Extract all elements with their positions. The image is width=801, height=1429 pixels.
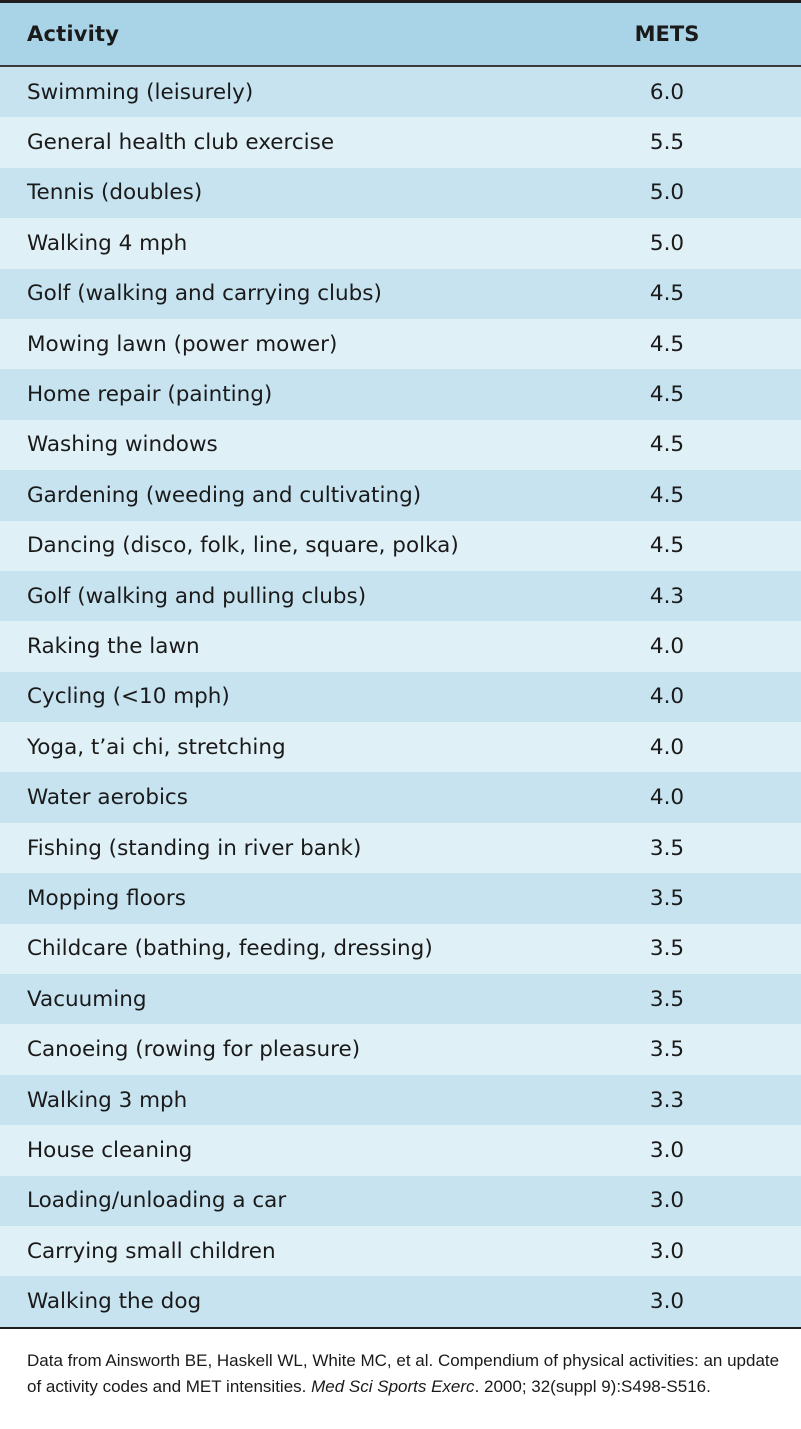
mets-cell: 3.5 xyxy=(649,1037,685,1063)
table-body: Swimming (leisurely) 6.0 General health cl… xyxy=(0,67,801,1327)
table-row: Walking 3 mph 3.3 xyxy=(0,1074,801,1126)
table-row: Vacuuming 3.5 xyxy=(0,974,801,1025)
table-row: Golf (walking and carrying clubs) 4.5 xyxy=(0,268,801,319)
activity-cell: Raking the lawn xyxy=(27,633,200,659)
activity-cell: Mowing lawn (power mower) xyxy=(27,331,338,357)
activity-cell: General health club exercise xyxy=(27,130,335,156)
table-row: Walking 4 mph 5.0 xyxy=(0,218,801,269)
mets-cell: 3.0 xyxy=(649,1188,685,1214)
mets-cell: 3.0 xyxy=(649,1238,685,1264)
activity-cell: Walking 3 mph xyxy=(27,1087,188,1113)
activity-cell: Swimming (leisurely) xyxy=(27,79,254,105)
activity-cell: Water aerobics xyxy=(27,785,188,811)
activity-cell: Walking 4 mph xyxy=(27,230,188,256)
activity-cell: Canoeing (rowing for pleasure) xyxy=(27,1037,361,1063)
mets-cell: 4.0 xyxy=(649,633,685,659)
mets-cell: 4.5 xyxy=(649,331,685,357)
header-activity: Activity xyxy=(27,22,120,46)
mets-cell: 5.0 xyxy=(649,180,685,206)
header-mets: METS xyxy=(634,22,700,46)
mets-cell: 6.0 xyxy=(649,79,685,105)
mets-cell: 4.0 xyxy=(649,684,685,710)
mets-cell: 4.5 xyxy=(649,382,685,408)
activity-cell: Childcare (bathing, feeding, dressing) xyxy=(27,936,433,962)
mets-cell: 3.5 xyxy=(649,835,685,861)
table-row: Fishing (standing in river bank) 3.5 xyxy=(0,822,801,874)
mets-cell: 4.5 xyxy=(649,432,685,458)
mets-table: Activity METS Swimming (leisurely) 6.0 Gen… xyxy=(0,0,801,1329)
table-row: Loading/unloading a car 3.0 xyxy=(0,1175,801,1226)
table-row: General health club exercise 5.5 xyxy=(0,117,801,168)
mets-cell: 3.3 xyxy=(649,1087,685,1113)
table-row: Canoeing (rowing for pleasure) 3.5 xyxy=(0,1024,801,1075)
table-row: Washing windows 4.5 xyxy=(0,419,801,471)
activity-cell: Washing windows xyxy=(27,432,218,458)
activity-cell: Home repair (painting) xyxy=(27,382,273,408)
table-row: Water aerobics 4.0 xyxy=(0,772,801,823)
activity-cell: Golf (walking and carrying clubs) xyxy=(27,281,382,307)
table-row: Cycling (<10 mph) 4.0 xyxy=(0,671,801,723)
table-row: House cleaning 3.0 xyxy=(0,1125,801,1176)
mets-cell: 4.3 xyxy=(649,583,685,609)
activity-cell: Loading/unloading a car xyxy=(27,1188,287,1214)
mets-cell: 4.0 xyxy=(649,734,685,760)
table-row: Walking the dog 3.0 xyxy=(0,1276,801,1327)
activity-cell: Tennis (doubles) xyxy=(27,180,203,206)
activity-cell: Gardening (weeding and cultivating) xyxy=(27,482,422,508)
table-row: Raking the lawn 4.0 xyxy=(0,621,801,672)
table-row: Mopping floors 3.5 xyxy=(0,873,801,924)
table-row: Golf (walking and pulling clubs) 4.3 xyxy=(0,570,801,622)
bottom-rule xyxy=(0,1326,801,1329)
mets-cell: 4.5 xyxy=(649,482,685,508)
table-row: Tennis (doubles) 5.0 xyxy=(0,167,801,219)
activity-cell: Golf (walking and pulling clubs) xyxy=(27,583,367,609)
mets-cell: 4.5 xyxy=(649,533,685,559)
activity-cell: Cycling (<10 mph) xyxy=(27,684,230,710)
mets-cell: 3.0 xyxy=(649,1289,685,1315)
mets-cell: 5.5 xyxy=(649,130,685,156)
mets-cell: 5.0 xyxy=(649,230,685,256)
top-rule xyxy=(0,0,801,3)
table-row: Gardening (weeding and cultivating) 4.5 xyxy=(0,470,801,521)
table-row: Childcare (bathing, feeding, dressing) 3.… xyxy=(0,923,801,975)
table-row: Swimming (leisurely) 6.0 xyxy=(0,67,801,118)
mets-cell: 4.0 xyxy=(649,785,685,811)
table-row: Home repair (painting) 4.5 xyxy=(0,369,801,420)
mets-cell: 3.5 xyxy=(649,885,685,911)
footnote-text: Data from Ainsworth BE, Haskell WL, Whit… xyxy=(27,1351,780,1396)
mets-cell: 4.5 xyxy=(649,281,685,307)
activity-cell: Mopping floors xyxy=(27,885,186,911)
table-row: Yoga, t’ai chi, stretching 4.0 xyxy=(0,722,801,773)
activity-cell: Dancing (disco, folk, line, square, polk… xyxy=(27,533,459,559)
table-row: Dancing (disco, folk, line, square, polk… xyxy=(0,520,801,571)
mets-cell: 3.5 xyxy=(649,936,685,962)
mets-cell: 3.0 xyxy=(649,1137,685,1163)
table-header: Activity METS xyxy=(0,3,801,67)
activity-cell: Yoga, t’ai chi, stretching xyxy=(27,734,286,760)
activity-cell: Carrying small children xyxy=(27,1238,276,1264)
footnote-journal: Med Sci Sports Exerc xyxy=(311,1377,475,1396)
table-row: Mowing lawn (power mower) 4.5 xyxy=(0,318,801,370)
table-row: Carrying small children 3.0 xyxy=(0,1225,801,1277)
activity-cell: Fishing (standing in river bank) xyxy=(27,835,362,861)
activity-cell: House cleaning xyxy=(27,1137,193,1163)
activity-cell: Walking the dog xyxy=(27,1289,202,1315)
activity-cell: Vacuuming xyxy=(27,986,147,1012)
footnote-citation: . 2000; 32(suppl 9):S498-S516. xyxy=(474,1377,711,1396)
mets-cell: 3.5 xyxy=(649,986,685,1012)
source-footnote: Data from Ainsworth BE, Haskell WL, Whit… xyxy=(27,1348,787,1400)
